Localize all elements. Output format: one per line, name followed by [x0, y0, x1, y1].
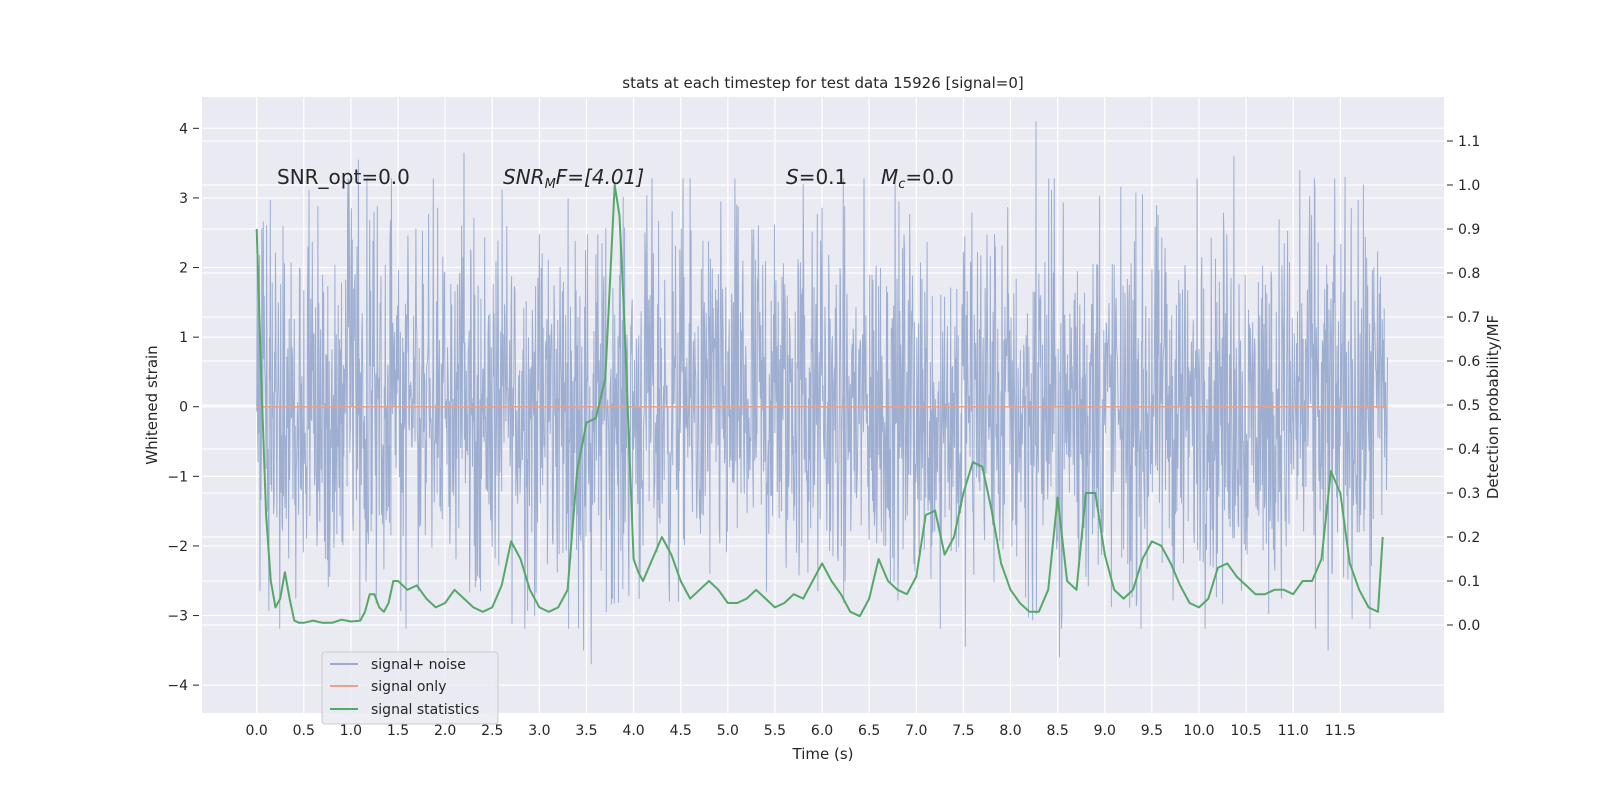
y-left-tick-label: −1: [167, 469, 188, 485]
chart-title: stats at each timestep for test data 159…: [622, 74, 1023, 92]
y-right-tick-label: 0.1: [1458, 574, 1480, 590]
x-tick-label: 2.5: [481, 723, 503, 739]
y-left-tick-label: −3: [167, 609, 188, 625]
y-right-tick-label: 0.3: [1458, 486, 1480, 502]
x-tick-label: 0.5: [293, 723, 315, 739]
y-left-tick-label: 2: [179, 261, 188, 277]
y-right-tick-label: 0.2: [1458, 530, 1480, 546]
x-tick-label: 10.0: [1183, 723, 1214, 739]
y-left-tick-label: −4: [167, 678, 188, 694]
y-right-tick-label: 1.0: [1458, 178, 1480, 194]
y-left-tick-label: 4: [179, 121, 188, 137]
x-tick-label: 7.0: [905, 723, 927, 739]
x-tick-label: 1.5: [387, 723, 409, 739]
x-tick-label: 7.5: [952, 723, 974, 739]
x-tick-label: 5.5: [764, 723, 786, 739]
y-right-tick-label: 0.9: [1458, 222, 1480, 238]
y-axis-right-label: Detection probability/MF: [1484, 315, 1502, 499]
annotation-snr-opt: SNR_opt=0.0: [277, 165, 410, 189]
signal-noise-line: [256, 121, 1388, 665]
y-right-tick-label: 0.4: [1458, 442, 1480, 458]
x-tick-label: 3.0: [528, 723, 550, 739]
annotation-snr-mf: SNRMF=[4.01]: [503, 165, 644, 192]
x-tick-label: 6.0: [811, 723, 833, 739]
series-signal-statistics: [255, 184, 1384, 624]
y-left-tick-label: −2: [167, 539, 188, 555]
x-tick-label: 0.0: [246, 723, 268, 739]
legend: signal+ noise signal only signal statist…: [321, 651, 499, 725]
y-axis-left-label: Whitened strain: [143, 345, 161, 464]
axis-ticks: 0.0 0.5 1.0 1.5 2.0 2.5 3.0 3.5 4.0 4.5 5.0 5.5 6.0 6…: [167, 121, 1480, 739]
annotation-s: S=0.1: [786, 165, 847, 189]
y-right-tick-label: 0.0: [1458, 618, 1480, 634]
legend-label-signal-noise: signal+ noise: [371, 657, 466, 673]
x-tick-label: 2.0: [434, 723, 456, 739]
legend-box: [321, 651, 499, 725]
x-tick-label: 11.5: [1325, 723, 1356, 739]
x-tick-label: 3.5: [575, 723, 597, 739]
x-tick-label: 8.0: [999, 723, 1021, 739]
x-tick-label: 4.5: [670, 723, 692, 739]
annotation-mc: Mc=0.0: [881, 165, 954, 192]
x-tick-label: 9.0: [1094, 723, 1116, 739]
x-tick-label: 10.5: [1231, 723, 1262, 739]
x-tick-label: 11.0: [1278, 723, 1309, 739]
x-tick-label: 4.0: [622, 723, 644, 739]
y-left-tick-label: 1: [179, 330, 188, 346]
x-tick-label: 6.5: [858, 723, 880, 739]
legend-label-signal-statistics: signal statistics: [371, 702, 479, 718]
x-tick-label: 9.5: [1141, 723, 1163, 739]
y-right-tick-label: 0.5: [1458, 398, 1480, 414]
y-right-tick-label: 0.8: [1458, 266, 1480, 282]
series-signal-noise: [256, 121, 1388, 665]
y-right-tick-label: 0.6: [1458, 354, 1480, 370]
x-tick-label: 5.0: [717, 723, 739, 739]
legend-label-signal-only: signal only: [371, 679, 446, 695]
x-axis-label: Time (s): [792, 745, 854, 763]
y-left-tick-label: 0: [179, 400, 188, 416]
x-tick-label: 1.0: [340, 723, 362, 739]
y-right-tick-label: 0.7: [1458, 310, 1480, 326]
x-tick-label: 8.5: [1047, 723, 1069, 739]
y-right-tick-label: 1.1: [1458, 134, 1480, 150]
y-left-tick-label: 3: [179, 191, 188, 207]
signal-statistics-line: [255, 184, 1384, 624]
